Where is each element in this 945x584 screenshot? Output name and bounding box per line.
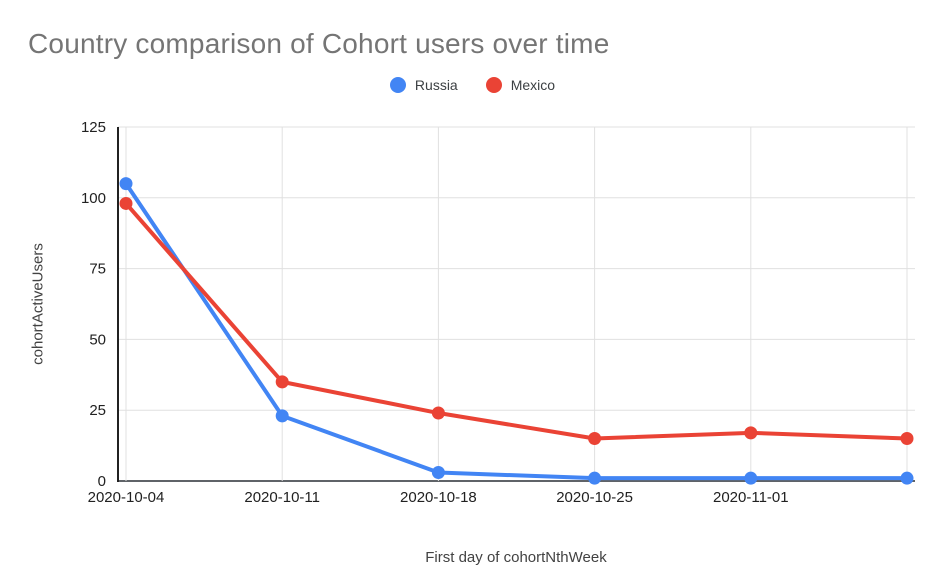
x-tick-label: 2020-10-25 <box>556 489 633 506</box>
data-point-russia[interactable] <box>431 466 445 480</box>
data-point-mexico[interactable] <box>431 406 445 420</box>
x-axis-title: First day of cohortNthWeek <box>425 549 607 566</box>
data-point-mexico[interactable] <box>900 432 914 446</box>
legend-dot-russia <box>389 77 406 93</box>
y-tick-label: 125 <box>81 119 106 136</box>
data-point-mexico[interactable] <box>744 426 758 440</box>
chart-title: Country comparison of Cohort users over … <box>28 28 610 59</box>
legend-item-mexico[interactable]: Mexico <box>485 77 556 93</box>
data-point-mexico[interactable] <box>588 432 602 446</box>
y-tick-label: 50 <box>89 331 106 348</box>
legend-item-russia[interactable]: Russia <box>389 77 458 93</box>
chart-legend: Russia Mexico <box>0 77 945 93</box>
data-point-mexico[interactable] <box>119 196 133 210</box>
data-point-russia[interactable] <box>744 471 758 485</box>
legend-label: Mexico <box>510 77 556 93</box>
y-tick-label: 25 <box>89 402 106 419</box>
data-point-russia[interactable] <box>900 471 914 485</box>
legend-label: Russia <box>414 77 458 93</box>
y-axis-title: cohortActiveUsers <box>29 243 47 365</box>
data-point-russia[interactable] <box>119 177 133 191</box>
y-tick-label: 100 <box>81 190 106 207</box>
x-tick-label: 2020-10-04 <box>88 489 165 506</box>
x-tick-label: 2020-10-11 <box>244 489 320 506</box>
x-tick-label: 2020-11-01 <box>713 489 789 506</box>
series-line-mexico <box>124 201 909 441</box>
y-tick-label: 75 <box>89 261 106 278</box>
y-tick-label: 0 <box>98 473 106 490</box>
series-line-russia <box>124 181 909 481</box>
legend-dot-mexico <box>485 77 502 93</box>
data-point-mexico[interactable] <box>275 375 289 389</box>
data-point-russia[interactable] <box>588 471 602 485</box>
data-point-russia[interactable] <box>275 409 289 423</box>
x-tick-label: 2020-10-18 <box>400 489 477 506</box>
